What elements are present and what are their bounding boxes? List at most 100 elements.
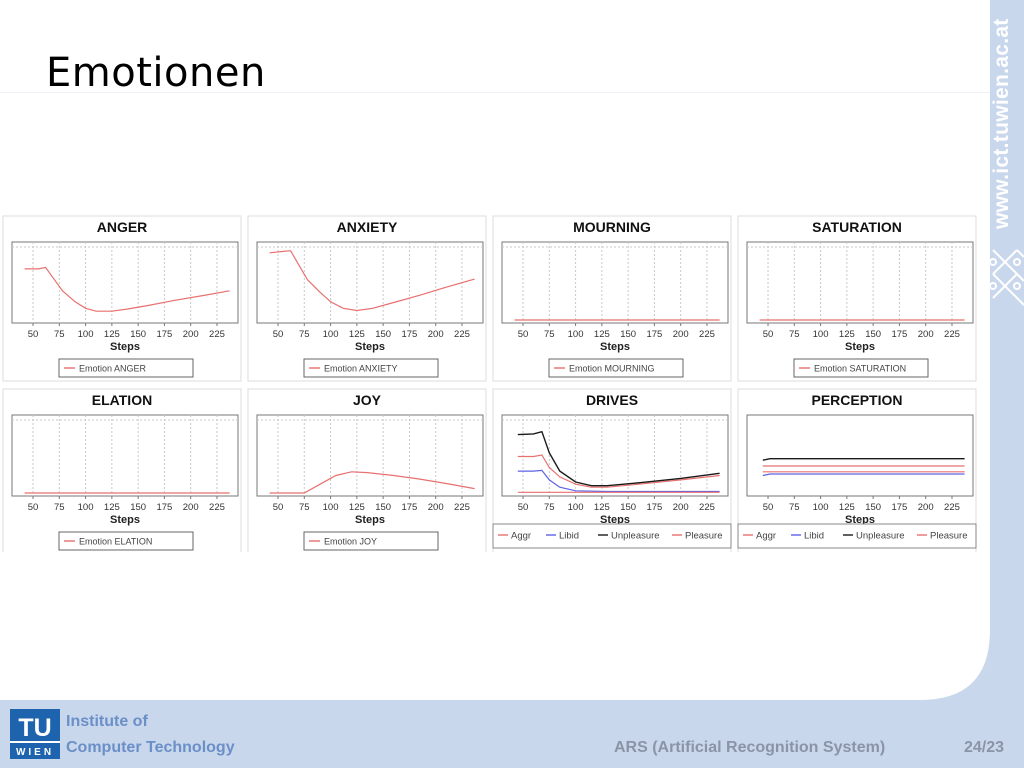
x-tick-label: 125 (349, 329, 365, 340)
plot-area (256, 414, 484, 497)
legend-box (492, 523, 732, 549)
x-tick-label: 50 (28, 329, 39, 340)
x-tick-label: 200 (673, 502, 689, 513)
x-tick-label: 125 (104, 329, 120, 340)
legend-box (303, 531, 439, 551)
chart-title: JOY (353, 392, 382, 408)
x-tick-label: 50 (763, 329, 774, 340)
x-tick-label: 125 (104, 502, 120, 513)
series-line (24, 266, 230, 312)
x-tick-label: 100 (323, 502, 339, 513)
x-tick-label: 100 (78, 329, 94, 340)
legend-label: Unpleasure (611, 531, 660, 542)
x-tick-label: 75 (54, 502, 65, 513)
x-tick-label: 75 (299, 329, 310, 340)
legend-label: Emotion ANGER (79, 364, 147, 374)
series-line (269, 250, 475, 312)
x-tick-label: 125 (839, 502, 855, 513)
series-line (517, 430, 720, 487)
x-tick-label: 100 (568, 329, 584, 340)
legend-box (58, 531, 194, 551)
chart-panel-anxiety: ANXIETY 50 75 100 125 150 175 200 225 Steps Emotio… (247, 215, 487, 382)
x-tick-label: 175 (646, 329, 662, 340)
tu-wien-logo: TU WIEN (10, 709, 60, 759)
plot-area (746, 241, 974, 324)
x-tick-label: 175 (646, 502, 662, 513)
x-tick-label: 50 (273, 329, 284, 340)
chart-title: PERCEPTION (811, 392, 902, 408)
x-axis-label: Steps (110, 341, 140, 353)
chart-panel-perception: PERCEPTION 50 75 100 125 150 175 200 225 Steps Agg… (737, 388, 977, 552)
legend-label: Aggr (756, 531, 776, 542)
x-tick-label: 225 (944, 502, 960, 513)
x-tick-label: 225 (454, 329, 470, 340)
chart-panel-mourning: MOURNING 50 75 100 125 150 175 200 225 Steps Emoti… (492, 215, 732, 382)
chart-panel-saturation: SATURATION 50 75 100 125 150 175 200 225 Steps Emo… (737, 215, 977, 382)
plot-area (256, 241, 484, 324)
x-tick-label: 50 (518, 502, 529, 513)
footer-system: ARS (Artificial Recognition System) (614, 739, 886, 756)
x-tick-label: 150 (865, 329, 881, 340)
chart-title: ANGER (97, 219, 148, 235)
slide-title: Emotionen (46, 50, 266, 96)
legend-label: Aggr (511, 531, 531, 542)
x-tick-label: 75 (789, 502, 800, 513)
x-tick-label: 150 (375, 502, 391, 513)
x-tick-label: 50 (28, 502, 39, 513)
plot-area (501, 414, 729, 497)
x-tick-label: 200 (918, 502, 934, 513)
x-tick-label: 175 (156, 329, 172, 340)
legend-box (303, 358, 439, 378)
x-axis-label: Steps (600, 341, 630, 353)
legend-label: Emotion ELATION (79, 537, 152, 547)
x-tick-label: 125 (349, 502, 365, 513)
x-tick-label: 200 (428, 329, 444, 340)
legend-label: Emotion SATURATION (814, 364, 906, 374)
series-line (517, 454, 720, 488)
logo-text-bottom: WIEN (16, 747, 54, 758)
x-tick-label: 150 (865, 502, 881, 513)
footer-page-number: 24/23 (964, 739, 1005, 756)
x-tick-label: 200 (183, 329, 199, 340)
x-axis-label: Steps (600, 514, 630, 526)
x-tick-label: 175 (401, 329, 417, 340)
x-tick-label: 100 (78, 502, 94, 513)
x-tick-label: 150 (130, 329, 146, 340)
x-tick-label: 150 (620, 329, 636, 340)
legend-label: Libid (804, 531, 824, 542)
x-tick-label: 75 (299, 502, 310, 513)
legend-label: Emotion ANXIETY (324, 364, 398, 374)
x-tick-label: 225 (944, 329, 960, 340)
x-axis-label: Steps (845, 514, 875, 526)
x-tick-label: 225 (209, 329, 225, 340)
plot-area (11, 241, 239, 324)
x-tick-label: 225 (209, 502, 225, 513)
x-tick-label: 150 (620, 502, 636, 513)
legend-label: Emotion JOY (324, 537, 377, 547)
chart-panel-drives: DRIVES 50 75 100 125 150 175 200 225 Steps Aggr Lib… (492, 388, 732, 552)
pattern-icon (989, 249, 1024, 306)
chart-panel-anger: ANGER 50 75 100 125 150 175 200 225 Steps Emotion … (2, 215, 242, 382)
plot-area (501, 241, 729, 324)
x-tick-label: 100 (813, 329, 829, 340)
x-tick-label: 200 (918, 329, 934, 340)
legend-box (737, 523, 977, 549)
x-tick-label: 75 (789, 329, 800, 340)
x-tick-label: 100 (813, 502, 829, 513)
series-line (762, 473, 965, 477)
legend-label: Emotion MOURNING (569, 364, 655, 374)
x-tick-label: 75 (544, 502, 555, 513)
x-tick-label: 175 (891, 502, 907, 513)
x-tick-label: 175 (156, 502, 172, 513)
plot-area (746, 414, 974, 497)
x-tick-label: 150 (130, 502, 146, 513)
x-tick-label: 175 (401, 502, 417, 513)
x-tick-label: 50 (518, 329, 529, 340)
x-tick-label: 225 (454, 502, 470, 513)
x-tick-label: 100 (323, 329, 339, 340)
x-tick-label: 200 (428, 502, 444, 513)
x-tick-label: 75 (544, 329, 555, 340)
x-tick-label: 75 (54, 329, 65, 340)
x-tick-label: 100 (568, 502, 584, 513)
x-tick-label: 150 (375, 329, 391, 340)
